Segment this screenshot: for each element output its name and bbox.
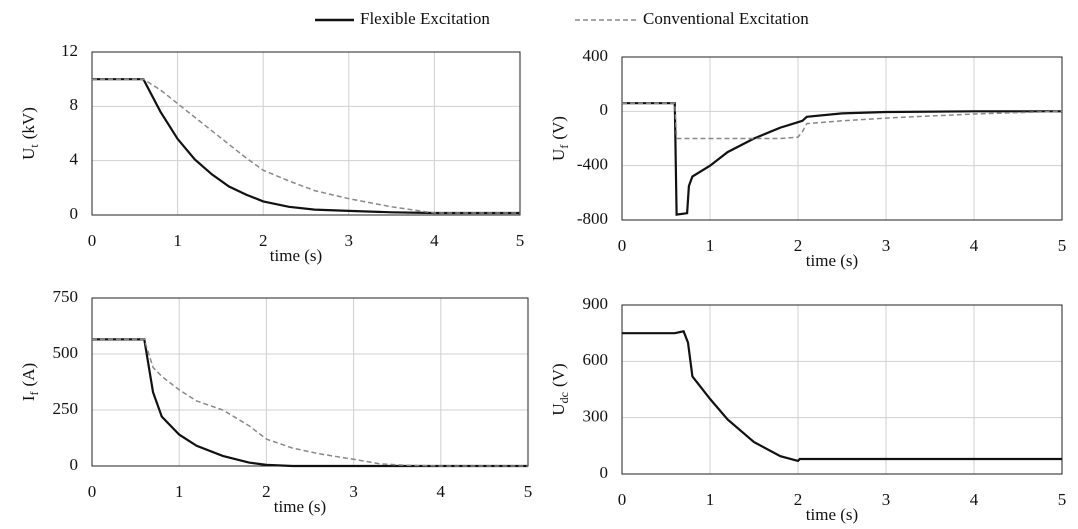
y-tick-label: 8 bbox=[70, 95, 79, 114]
y-label-symbol: U bbox=[549, 403, 568, 415]
y-tick-label: 12 bbox=[61, 41, 78, 60]
y-axis-label: Uf (V) bbox=[549, 116, 571, 161]
series-line bbox=[622, 102, 1062, 216]
y-tick-label: 900 bbox=[583, 294, 609, 313]
x-tick-label: 4 bbox=[970, 236, 979, 255]
y-label-symbol: U bbox=[549, 149, 568, 161]
series-line bbox=[92, 338, 528, 468]
y-tick-label: 0 bbox=[600, 463, 609, 482]
y-label-unit: (V) bbox=[549, 363, 568, 387]
y-tick-label: 600 bbox=[583, 350, 609, 369]
x-tick-label: 1 bbox=[173, 231, 182, 250]
y-tick-label: 400 bbox=[583, 46, 609, 65]
x-tick-label: 5 bbox=[516, 231, 525, 250]
x-tick-label: 3 bbox=[349, 482, 358, 501]
y-tick-label: 500 bbox=[53, 343, 79, 362]
y-tick-label: -800 bbox=[577, 209, 608, 228]
x-axis-label: time (s) bbox=[806, 505, 858, 524]
y-label-unit: (A) bbox=[19, 363, 38, 387]
series-line bbox=[622, 102, 1063, 140]
x-axis-label: time (s) bbox=[270, 246, 322, 265]
x-axis-label: time (s) bbox=[274, 497, 326, 516]
x-tick-label: 3 bbox=[345, 231, 354, 250]
y-label-symbol: U bbox=[19, 148, 38, 160]
y-tick-label: 300 bbox=[583, 407, 609, 426]
x-tick-label: 0 bbox=[618, 490, 627, 509]
y-label-subscript: f bbox=[557, 145, 571, 149]
x-tick-label: 5 bbox=[1058, 236, 1067, 255]
y-tick-label: 0 bbox=[70, 204, 79, 223]
y-label-subscript: dc bbox=[557, 392, 571, 403]
y-label-subscript: f bbox=[27, 391, 41, 395]
x-axis-label: time (s) bbox=[806, 251, 858, 270]
x-tick-label: 3 bbox=[882, 236, 891, 255]
plot-frame bbox=[91, 51, 521, 216]
y-tick-label: 4 bbox=[70, 150, 79, 169]
series-line bbox=[92, 78, 520, 215]
x-tick-label: 0 bbox=[618, 236, 627, 255]
y-label-symbol: I bbox=[19, 395, 38, 401]
series-line bbox=[92, 78, 520, 214]
y-tick-label: -400 bbox=[577, 155, 608, 174]
x-tick-label: 0 bbox=[88, 231, 97, 250]
x-tick-label: 5 bbox=[1058, 490, 1067, 509]
y-tick-label: 750 bbox=[53, 287, 79, 306]
x-tick-label: 5 bbox=[524, 482, 533, 501]
x-tick-label: 2 bbox=[262, 482, 271, 501]
y-axis-label: If (A) bbox=[19, 363, 41, 401]
x-tick-label: 4 bbox=[430, 231, 439, 250]
legend-label: Flexible Excitation bbox=[360, 9, 490, 28]
series-line bbox=[622, 330, 1062, 463]
y-label-unit: (kV) bbox=[19, 107, 38, 139]
x-tick-label: 3 bbox=[882, 490, 891, 509]
y-axis-label: Ut (kV) bbox=[19, 107, 41, 160]
legend-label: Conventional Excitation bbox=[643, 9, 809, 28]
plot-frame bbox=[621, 304, 1063, 475]
y-tick-label: 0 bbox=[600, 100, 609, 119]
series-line bbox=[92, 338, 528, 467]
plot-frame bbox=[91, 297, 529, 467]
y-tick-label: 250 bbox=[53, 399, 79, 418]
x-tick-label: 1 bbox=[706, 490, 715, 509]
x-tick-label: 2 bbox=[259, 231, 268, 250]
y-label-unit: (V) bbox=[549, 116, 568, 140]
x-tick-label: 2 bbox=[794, 490, 803, 509]
x-tick-label: 4 bbox=[437, 482, 446, 501]
y-axis-label: Udc (V) bbox=[549, 363, 571, 415]
y-tick-label: 0 bbox=[70, 455, 79, 474]
x-tick-label: 2 bbox=[794, 236, 803, 255]
plot-frame bbox=[621, 56, 1063, 221]
x-tick-label: 4 bbox=[970, 490, 979, 509]
x-tick-label: 0 bbox=[88, 482, 97, 501]
x-tick-label: 1 bbox=[706, 236, 715, 255]
x-tick-label: 1 bbox=[175, 482, 184, 501]
y-label-subscript: t bbox=[27, 144, 41, 148]
